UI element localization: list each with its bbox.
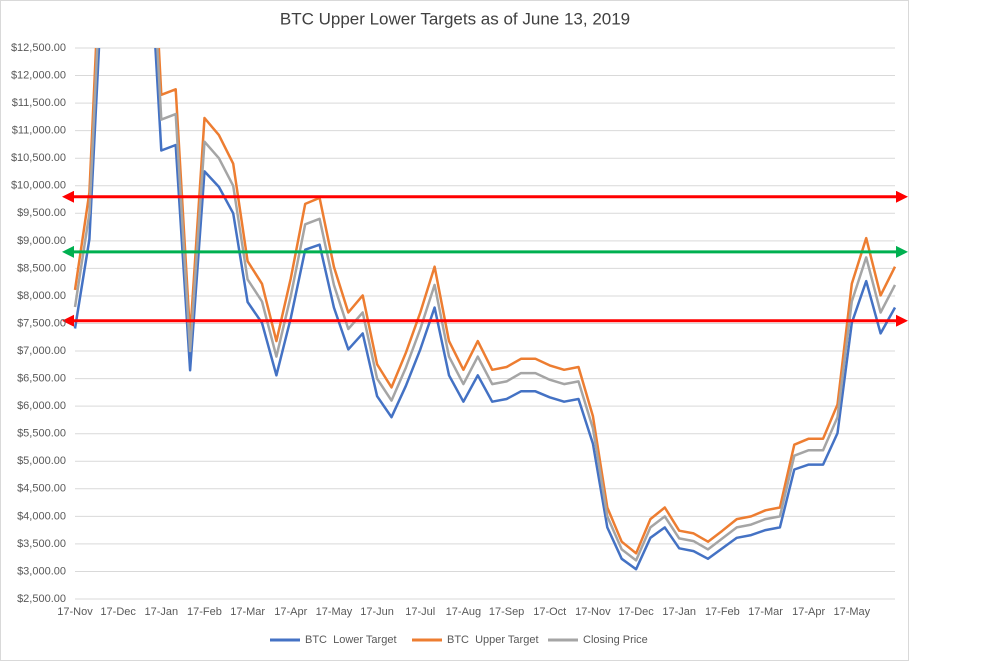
x-tick-label: 17-Jan [144,606,178,618]
y-tick-label: $3,500.00 [17,538,66,550]
x-tick-label: 17-Oct [533,606,566,618]
x-tick-label: 17-Feb [705,606,740,618]
x-tick-label: 17-Jan [662,606,696,618]
chart-frame [0,0,909,661]
y-tick-label: $10,000.00 [11,180,66,192]
series-line [73,48,897,555]
y-tick-label: $8,000.00 [17,290,66,302]
y-tick-label: $4,000.00 [17,510,66,522]
x-tick-label: 17-Nov [575,606,611,618]
y-tick-label: $3,000.00 [17,565,66,577]
x-tick-label: 17-Feb [187,606,222,618]
legend-label: BTC Lower Target [305,634,397,646]
x-tick-label: 17-Nov [57,606,93,618]
y-tick-label: $7,000.00 [17,345,66,357]
x-tick-label: 17-Mar [230,606,265,618]
x-tick-label: 17-Mar [748,606,783,618]
y-tick-label: $12,500.00 [11,42,66,54]
y-tick-label: $9,000.00 [17,235,66,247]
y-tick-label: $11,500.00 [12,97,66,109]
series-line [73,48,897,562]
y-tick-label: $5,500.00 [17,428,66,440]
y-tick-label: $4,500.00 [17,483,66,495]
x-tick-label: 17-Dec [618,606,654,618]
x-tick-label: 17-Aug [446,606,481,618]
y-tick-label: $6,000.00 [17,400,66,412]
y-tick-label: $6,500.00 [17,373,66,385]
y-tick-label: $10,500.00 [11,152,66,164]
x-tick-label: 17-Apr [274,606,307,618]
legend-label: BTC Upper Target [447,634,539,646]
x-tick-label: 17-May [833,606,870,618]
x-tick-label: 17-Apr [792,606,825,618]
y-tick-label: $5,000.00 [17,455,66,467]
x-tick-label: 17-Jun [360,606,394,618]
y-tick-label: $8,500.00 [17,262,66,274]
y-tick-label: $12,000.00 [11,69,66,81]
y-tick-label: $7,500.00 [17,317,66,329]
y-tick-label: $11,000.00 [12,125,66,137]
series-line [73,48,897,571]
x-tick-label: 17-May [316,606,353,618]
y-tick-label: $2,500.00 [17,593,66,605]
x-tick-label: 17-Jul [405,606,435,618]
legend-label: Closing Price [583,634,648,646]
chart-title: BTC Upper Lower Targets as of June 13, 2… [280,9,630,28]
x-tick-label: 17-Sep [489,606,524,618]
y-tick-label: $9,500.00 [17,207,66,219]
x-tick-label: 17-Dec [100,606,136,618]
